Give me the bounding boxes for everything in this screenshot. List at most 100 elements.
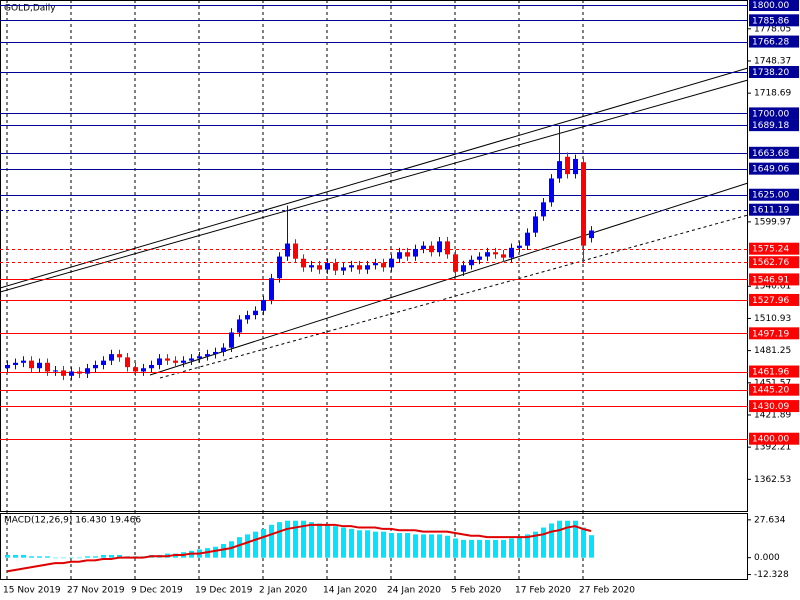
y-tick-label: 1510.93 [754, 314, 791, 324]
macd-bar [229, 541, 234, 558]
candle-body [117, 354, 122, 358]
candle-body [573, 158, 578, 175]
candle-body [509, 247, 514, 258]
candle-body [101, 360, 106, 365]
macd-bar [509, 538, 514, 558]
level-label-box [749, 0, 799, 11]
macd-bar [13, 554, 18, 558]
macd-bar [245, 534, 250, 558]
macd-bar [381, 531, 386, 558]
level-label-box [749, 273, 799, 286]
candle-body [149, 364, 154, 369]
macd-bar [221, 543, 226, 558]
x-tick-label: 27 Feb 2020 [579, 586, 635, 596]
candle-body [381, 263, 386, 268]
x-tick-label: 9 Dec 2019 [131, 586, 183, 596]
candle-body [189, 358, 194, 361]
level-label: 1738.20 [752, 68, 789, 78]
x-tick-label: 14 Jan 2020 [323, 586, 377, 596]
candle-body [389, 258, 394, 268]
macd-bar [261, 528, 266, 558]
candle-body [53, 370, 58, 372]
x-tick-label: 2 Jan 2020 [259, 586, 307, 596]
candle-body [69, 371, 74, 376]
level-label-box [749, 432, 799, 445]
macd-bar [53, 557, 58, 559]
level-label: 1400.00 [752, 435, 789, 445]
level-label: 1785.86 [752, 16, 789, 26]
macd-bar [365, 530, 370, 558]
macd-bar [573, 520, 578, 558]
macd-bar [45, 556, 50, 558]
candle-body [29, 360, 34, 369]
candle-body [341, 267, 346, 271]
macd-bar [285, 520, 290, 558]
macd-bar [589, 535, 594, 558]
candle-body [77, 371, 82, 374]
channel-line [0, 79, 749, 293]
candle-body [133, 367, 138, 372]
macd-bar [309, 522, 314, 558]
candle-body [453, 254, 458, 272]
candle-body [493, 252, 498, 255]
candle-body [213, 351, 218, 355]
x-tick-label: 24 Jan 2020 [387, 586, 441, 596]
level-label: 1663.68 [752, 149, 789, 159]
macd-bar [461, 539, 466, 558]
signal-line [6, 523, 592, 573]
level-label-box [749, 14, 799, 27]
level-label-box [749, 365, 799, 378]
x-tick-label: 27 Nov 2019 [67, 586, 125, 596]
macd-bar [517, 537, 522, 558]
level-label: 1649.06 [752, 165, 789, 175]
y-tick-label: 1451.57 [754, 378, 791, 388]
candle-body [173, 360, 178, 363]
macd-bar [405, 533, 410, 558]
level-label: 1562.76 [752, 258, 789, 268]
candle-body [229, 332, 234, 348]
candle-body [269, 278, 274, 300]
y-tick-label: -12.328 [754, 570, 789, 580]
macd-bar [557, 520, 562, 558]
macd-bar [501, 539, 506, 558]
macd-bar [341, 527, 346, 558]
macd-bar [469, 539, 474, 558]
level-label: 1430.09 [752, 402, 789, 412]
macd-bar [525, 534, 530, 558]
macd-bar [293, 520, 298, 558]
level-label-box [749, 203, 799, 216]
macd-title: MACD(12,26,9) 16.430 19.466 [4, 516, 141, 526]
candle-body [525, 232, 530, 246]
candle-body [349, 265, 354, 268]
macd-bar [357, 530, 362, 558]
candle-body [125, 357, 130, 368]
y-tick-label: 1481.25 [754, 346, 791, 356]
macd-bar [429, 534, 434, 558]
candle-body [325, 263, 330, 270]
macd-bar [453, 538, 458, 558]
candle-body [405, 252, 410, 257]
y-tick-label: 1421.89 [754, 410, 791, 420]
y-tick-label: 1392.21 [754, 443, 791, 453]
level-label-box [749, 35, 799, 48]
candle-body [557, 161, 562, 179]
candle-body [61, 370, 66, 376]
candle-body [541, 202, 546, 217]
level-label-box [749, 256, 799, 269]
candle-body [533, 216, 538, 233]
candle-body [397, 252, 402, 259]
macd-bar [325, 524, 330, 558]
y-tick-label: 1748.37 [754, 56, 791, 66]
macd-bar [437, 534, 442, 558]
macd-bar [533, 531, 538, 558]
candle-body [5, 364, 10, 369]
level-label-box [749, 242, 799, 255]
candle-body [333, 263, 338, 271]
candle-body [293, 243, 298, 259]
candle-body [517, 245, 522, 248]
macd-bar [389, 533, 394, 558]
macd-bar [549, 523, 554, 558]
macd-bar [101, 554, 106, 558]
candle-body [221, 347, 226, 352]
